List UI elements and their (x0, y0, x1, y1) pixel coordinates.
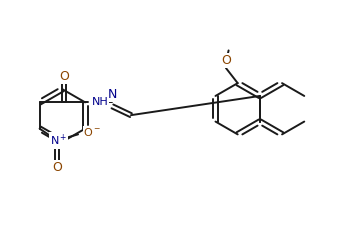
Text: N: N (108, 88, 117, 101)
Text: O: O (59, 70, 69, 83)
Text: NH: NH (92, 97, 109, 107)
Text: O$^-$: O$^-$ (84, 126, 102, 138)
Text: O: O (52, 161, 62, 174)
Text: N$^+$: N$^+$ (50, 133, 68, 148)
Text: O: O (221, 54, 231, 67)
